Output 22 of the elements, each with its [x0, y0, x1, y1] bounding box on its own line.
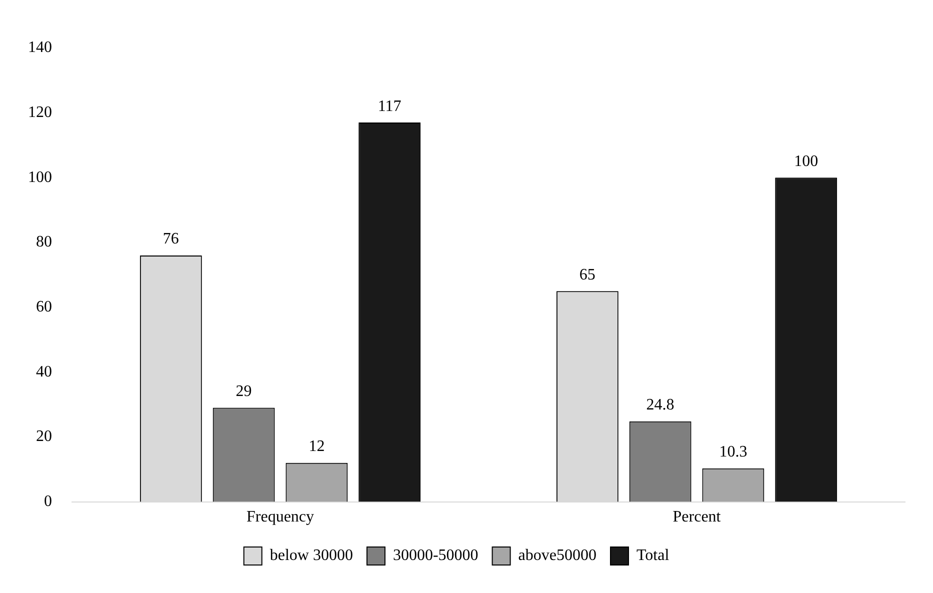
data-label: 12 — [308, 438, 325, 456]
x-tick-label: Frequency — [246, 508, 314, 526]
data-label: 24.8 — [646, 396, 674, 414]
y-tick-label: 0 — [44, 493, 52, 510]
y-tick-label: 40 — [36, 363, 52, 380]
y-tick-label: 140 — [28, 39, 52, 56]
data-label: 10.3 — [719, 444, 748, 461]
y-tick-label: 60 — [36, 298, 52, 316]
legend-label: below 30000 — [270, 547, 353, 564]
y-tick-label: 100 — [28, 168, 52, 186]
data-label: 100 — [794, 152, 818, 170]
legend-label: Total — [636, 547, 670, 564]
legend-label: 30000-50000 — [392, 547, 478, 564]
y-tick-label: 20 — [36, 428, 52, 446]
data-label: 29 — [236, 383, 252, 400]
data-label: 65 — [579, 266, 596, 284]
legend-label: above50000 — [518, 547, 596, 564]
data-label: 117 — [378, 98, 402, 115]
data-label: 76 — [162, 230, 179, 248]
y-tick-label: 80 — [36, 234, 52, 251]
x-tick-label: Percent — [672, 508, 722, 526]
y-tick-label: 120 — [28, 104, 52, 122]
